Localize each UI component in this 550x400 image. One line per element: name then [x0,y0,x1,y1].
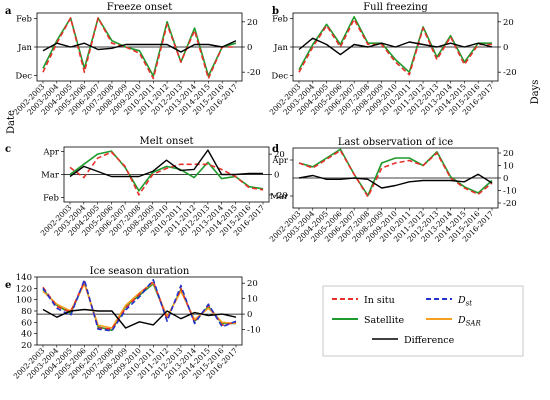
left-tick-label: Dec [271,72,288,82]
legend: In situ Satellite Dst DSAR Difference [322,285,524,357]
right-tick-label: 20 [503,149,514,159]
right-axis-label: Days [530,80,541,105]
series-line-in-situ [298,18,492,76]
right-tick-label: -10 [503,187,517,197]
right-tick-label: 20 [247,279,258,289]
left-tick-label: 120 [16,284,32,294]
left-tick-label: Apr [42,147,60,157]
panel-label: a [5,6,12,17]
legend-label-d-sar: DSAR [457,315,481,328]
left-axis-label: Date [6,110,17,134]
right-tick-label: 0 [247,43,252,53]
left-tick-label: Feb [43,194,59,204]
panel-title: Freeze onset [107,2,172,13]
left-tick-label: Feb [272,14,288,24]
left-tick-label: Mar [41,171,60,181]
legend-label-satellite: Satellite [364,315,405,326]
chart-panel-d: d Last observation of ice 20 10 0 -10 -20 Apr Ma… [268,137,517,244]
series-line-satellite [298,148,493,197]
right-tick-label: -20 [503,199,517,209]
panel-label: e [5,280,11,291]
left-tick-label: 140 [16,273,32,283]
panel-label: b [272,6,279,17]
series-line-difference [42,40,237,53]
series-line-difference [69,149,263,178]
series-line-difference [42,308,237,329]
legend-label-d-st: Dst [457,295,472,308]
panel-label: d [272,144,279,155]
left-tick-label: 40 [21,330,32,340]
right-tick-label: -20 [274,191,288,201]
right-tick-label: -20 [503,68,517,78]
panel-title: Full freezing [363,2,428,13]
right-tick-label: 0 [503,43,508,53]
left-tick-label: Apr [271,156,289,166]
legend-box [322,285,524,357]
left-tick-label: Jan [17,43,32,53]
chart-panel-a: a Freeze onset200-20FebJanDec2002-2003200… [5,2,261,117]
right-tick-label: -10 [247,326,261,336]
left-tick-label: 20 [21,341,32,351]
left-tick-label: 60 [21,318,32,328]
panel-title: Last observation of ice [338,137,453,148]
series-line-satellite [298,15,492,73]
right-tick-label: 20 [247,18,258,28]
series-line-difference [298,37,493,56]
chart-panel-b: b Full freezing200-20FebJanDec2002-200320… [268,2,517,117]
legend-label-in-situ: In situ [364,295,395,306]
legend-label-difference: Difference [404,335,455,346]
left-tick-label: Jan [273,43,288,53]
series-line-difference [298,173,493,189]
panel-label: c [5,144,11,155]
left-tick-label: 100 [16,296,32,306]
series-line-d-st [42,278,237,332]
right-tick-label: 10 [247,295,258,305]
series-line-in-situ [298,149,493,198]
left-tick-label: 80 [21,307,32,317]
right-tick-label: 0 [247,310,252,320]
right-tick-label: 0 [274,171,279,181]
right-tick-label: 20 [503,18,514,28]
right-tick-label: 0 [503,174,508,184]
series-line-satellite [69,150,264,192]
left-tick-label: Mar [270,192,289,202]
left-tick-label: Feb [16,14,32,24]
panel-title: Melt onset [139,136,193,147]
series-line-in-situ [69,151,264,196]
left-tick-label: Dec [15,72,32,82]
right-tick-label: -20 [247,68,261,78]
right-tick-label: 20 [274,150,285,160]
panel-title: Ice season duration [90,266,190,277]
right-tick-label: 10 [503,162,514,172]
